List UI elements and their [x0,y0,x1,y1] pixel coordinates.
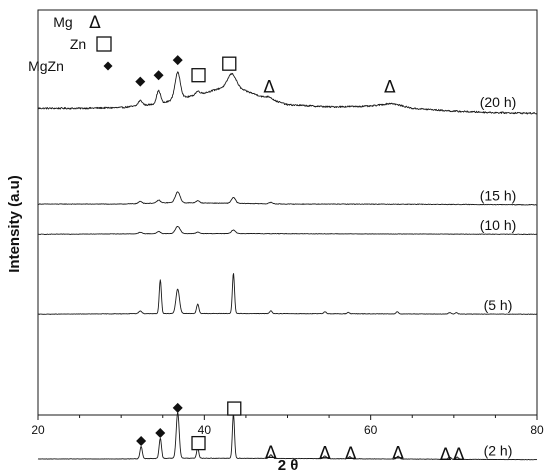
mg-marker: Δ [319,443,331,463]
plot-area [37,9,538,416]
series-label: (10 h) [480,217,517,233]
series-line [37,71,538,115]
legend-mg-icon: Δ [89,13,101,33]
mg-marker: Δ [440,445,452,465]
zn-marker [191,435,206,451]
zn-marker [227,401,242,416]
mgzn-marker [153,70,164,81]
series-line [37,273,537,315]
mgzn-marker [136,435,147,446]
zn-marker [222,56,237,71]
mg-marker: Δ [263,78,275,98]
y-axis-title: Intensity (a.u) [6,175,23,273]
x-axis-ticks: 20 40 60 80 [31,415,544,437]
series-line [38,225,538,235]
x-axis-title: 2 θ [278,457,299,474]
legend-label: Mg [53,14,72,30]
x-tick-label: 60 [364,423,378,437]
x-tick-label: 20 [31,423,45,437]
series-label: (5 h) [484,297,513,313]
series-label: (2 h) [484,442,513,458]
series-label: (15 h) [480,187,517,203]
mgzn-marker [155,428,166,439]
mg-marker: Δ [345,444,357,464]
legend: Mg ΔZn MgZn [28,13,113,74]
legend-zn-icon [96,36,112,52]
legend-mgzn-icon [103,61,113,71]
series-line [37,411,538,461]
mg-marker: Δ [453,445,465,465]
series-line [37,191,538,206]
mgzn-marker [172,402,183,413]
legend-label: Zn [70,36,86,52]
series-traces [37,71,538,461]
mg-marker: Δ [384,78,396,98]
mgzn-marker [135,76,146,87]
plot-frame [37,9,538,416]
mgzn-marker [172,55,183,66]
zn-marker [191,68,206,83]
x-tick-label: 80 [530,423,544,437]
phase-markers: Δ ΔΔ Δ Δ Δ Δ Δ [135,55,465,465]
legend-label: MgZn [28,58,64,74]
mg-marker: Δ [392,443,404,463]
x-tick-label: 40 [198,423,212,437]
series-labels: (20 h) (15 h) (10 h) (5 h) (2 h) [480,94,517,458]
mg-marker: Δ [265,443,277,463]
series-label: (20 h) [480,94,517,110]
